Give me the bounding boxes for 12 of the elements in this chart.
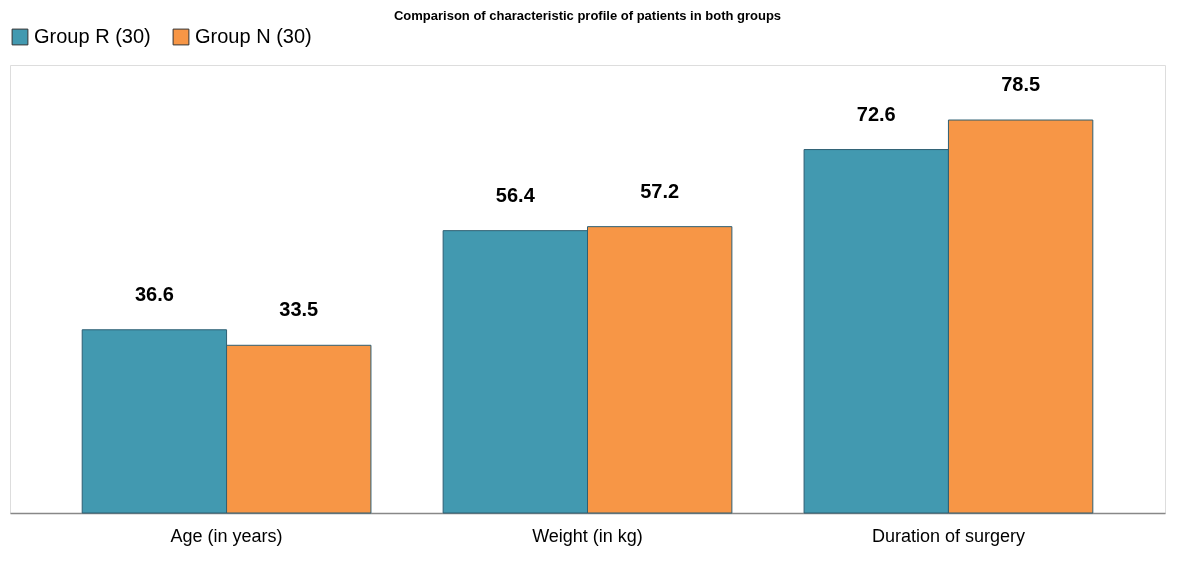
data-label: 36.6 [134, 282, 174, 305]
legend-label: Group N (30) [195, 25, 312, 47]
data-label: 78.5 [1001, 73, 1041, 96]
data-label: 33.5 [279, 298, 319, 321]
data-label: 56.4 [495, 183, 536, 206]
legend-label: Group R (30) [34, 25, 151, 47]
x-tick-label: Age (in years) [170, 525, 283, 546]
data-label: 72.6 [856, 102, 896, 125]
data-label: 57.2 [640, 179, 680, 202]
chart-title: Comparison of characteristic profile of patients in both groups [393, 8, 782, 23]
x-tick-label: Weight (in kg) [532, 525, 643, 546]
x-tick-label: Duration of surgery [871, 525, 1025, 546]
